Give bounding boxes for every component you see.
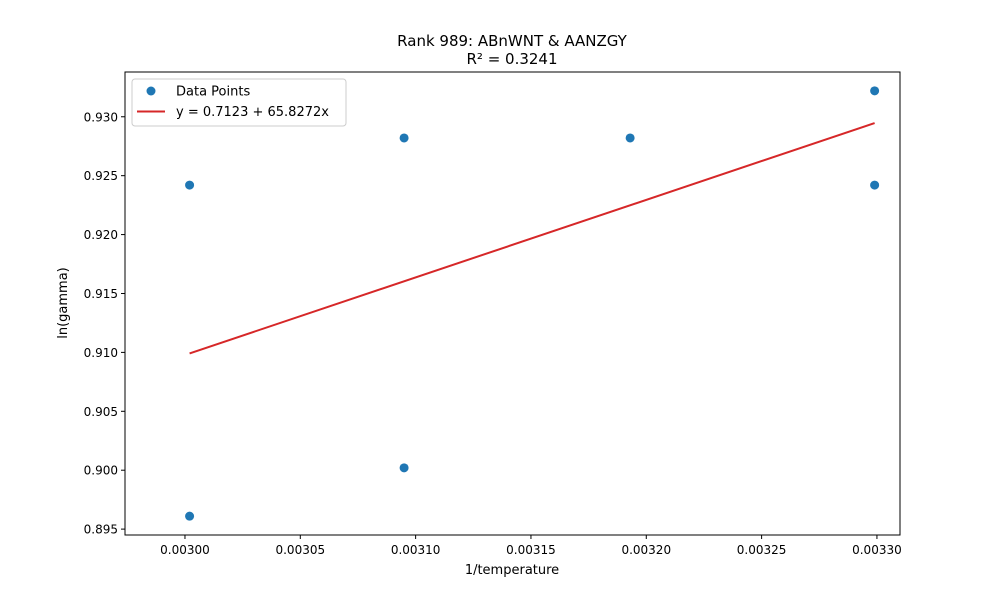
fit-line bbox=[189, 122, 875, 355]
y-tick-label-6: 0.920 bbox=[84, 228, 118, 242]
axes-frame bbox=[124, 71, 901, 536]
data-point-6 bbox=[870, 86, 880, 96]
y-tick-label-2: 0.900 bbox=[84, 464, 118, 478]
y-tick-label-8: 0.930 bbox=[84, 110, 118, 124]
data-point-5 bbox=[625, 133, 635, 143]
y-tick-label-5: 0.915 bbox=[84, 287, 118, 301]
y-tick-label-7: 0.925 bbox=[84, 169, 118, 183]
y-axis-label: ln(gamma) bbox=[56, 267, 71, 339]
data-point-1 bbox=[185, 180, 195, 190]
x-tick-label-5: 0.00320 bbox=[621, 543, 671, 557]
legend-marker-data-points bbox=[146, 86, 156, 96]
x-tick-label-4: 0.00315 bbox=[506, 543, 556, 557]
chart-subtitle: R² = 0.3241 bbox=[466, 50, 557, 68]
data-point-3 bbox=[399, 133, 409, 143]
legend-frame bbox=[131, 78, 347, 127]
x-tick-label-2: 0.00305 bbox=[275, 543, 325, 557]
x-tick-label-1: 0.00300 bbox=[160, 543, 210, 557]
y-tick-label-1: 0.895 bbox=[84, 523, 118, 537]
x-tick-label-3: 0.00310 bbox=[391, 543, 441, 557]
x-tick-label-6: 0.00325 bbox=[737, 543, 787, 557]
data-point-2 bbox=[185, 511, 195, 521]
legend-label-data-points: Data Points bbox=[176, 85, 250, 100]
x-axis-label: 1/temperature bbox=[465, 563, 559, 578]
x-tick-label-7: 0.00330 bbox=[852, 543, 902, 557]
data-point-4 bbox=[399, 463, 409, 473]
legend-label-fit-line: y = 0.7123 + 65.8272x bbox=[176, 105, 329, 120]
y-tick-label-3: 0.905 bbox=[84, 405, 118, 419]
plot-area: 0.00300 0.00305 0.00310 0.00315 0.00320 0.003… bbox=[84, 71, 902, 557]
chart-title: Rank 989: ABnWNT & AANZGY bbox=[397, 32, 628, 50]
y-tick-label-4: 0.910 bbox=[84, 346, 118, 360]
data-point-7 bbox=[870, 180, 880, 190]
legend: Data Points y = 0.7123 + 65.8272x bbox=[131, 78, 347, 127]
